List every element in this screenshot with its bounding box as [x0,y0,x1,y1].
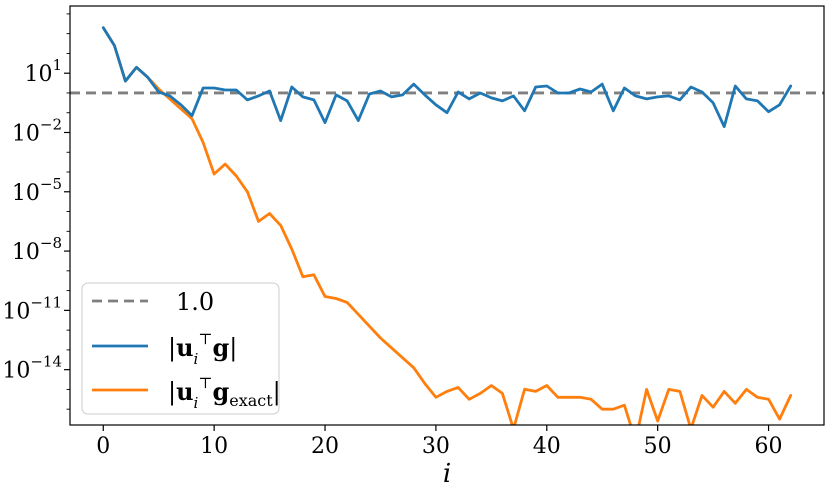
x-tick-label-4: 40 [533,434,561,459]
x-tick-label-3: 30 [422,434,450,459]
series-line-1 [101,26,793,425]
y-tick-label-3: 10−8 [12,234,62,265]
x-tick-label-5: 50 [644,434,672,459]
plot-area [70,26,824,425]
x-axis: 0 10 20 30 40 50 60 [96,425,783,459]
legend-box [81,282,280,415]
series-line-0 [101,26,793,128]
y-axis: 101 10−2 10−5 10−8 10−11 10−14 [2,13,70,410]
x-tick-label-2: 20 [311,434,339,459]
legend: 1.0 |ui⊤g| |ui⊤gexact| [81,282,281,415]
x-tick-label-0: 0 [96,434,110,459]
y-tick-label-2: 10−5 [12,175,62,206]
y-tick-label-5: 10−14 [2,353,62,384]
y-tick-label-1: 10−2 [12,115,62,146]
legend-series-0-label: |ui⊤g| [168,330,237,368]
x-tick-label-6: 60 [755,434,783,459]
plot-frame [69,5,825,426]
x-axis-label: i [443,459,451,489]
y-tick-label-4: 10−11 [2,293,62,324]
x-tick-label-1: 10 [200,434,228,459]
legend-series-1-label: |ui⊤gexact| [168,374,281,412]
legend-reference-label: 1.0 [176,288,214,316]
y-tick-label-0: 101 [24,56,62,87]
